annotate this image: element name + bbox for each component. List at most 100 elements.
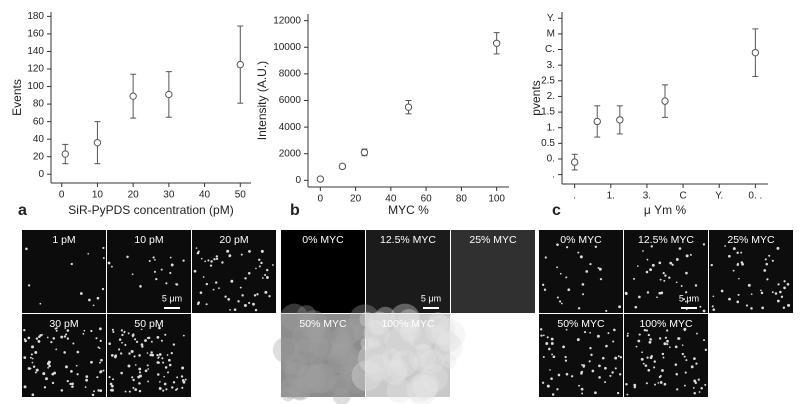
spot	[740, 251, 743, 254]
spot	[637, 265, 639, 267]
spot	[63, 335, 67, 338]
texture	[375, 306, 396, 328]
spot	[118, 338, 122, 341]
texture	[352, 323, 370, 341]
spot	[60, 335, 64, 339]
spot	[166, 354, 169, 356]
spot	[48, 364, 51, 368]
micrograph	[281, 314, 365, 397]
spot	[728, 254, 731, 258]
spot	[107, 261, 111, 265]
spot	[25, 247, 28, 251]
spot	[678, 247, 682, 250]
spot	[112, 330, 115, 333]
texture	[280, 386, 296, 402]
spot	[153, 270, 156, 273]
spot	[35, 337, 39, 340]
spot	[210, 260, 213, 263]
spot	[542, 355, 545, 358]
texture	[296, 305, 317, 325]
spot	[37, 339, 41, 343]
spot	[23, 385, 27, 389]
tile-label: 12.5% MYC	[380, 234, 436, 246]
texture	[420, 364, 448, 392]
spot	[180, 375, 184, 378]
spot	[31, 357, 34, 360]
panel-label: a	[18, 202, 27, 219]
micrograph	[22, 314, 106, 397]
spot	[170, 263, 174, 267]
spot	[41, 334, 43, 336]
texture	[390, 350, 418, 377]
tile-label: 50% MYC	[557, 318, 605, 330]
spot	[102, 246, 105, 250]
spot	[165, 388, 168, 391]
spot	[90, 360, 93, 364]
spot	[589, 346, 592, 350]
spot	[549, 369, 551, 371]
spot	[577, 251, 580, 254]
spot	[556, 296, 559, 299]
x-tick-label: 60	[421, 194, 433, 205]
spot	[576, 338, 580, 342]
tile-label: 100% MYC	[381, 318, 435, 330]
spot	[556, 243, 559, 247]
spot	[633, 277, 636, 280]
spot	[254, 308, 258, 312]
spot	[562, 345, 565, 349]
spot	[181, 386, 184, 389]
spot	[182, 380, 186, 384]
spot	[243, 304, 247, 307]
spot	[732, 269, 735, 272]
spot	[649, 268, 653, 272]
spot	[138, 354, 141, 357]
spot	[52, 337, 56, 340]
spot	[248, 250, 251, 253]
y-axis-label: Intensity (A.U.)	[255, 61, 269, 140]
spot	[779, 290, 782, 294]
texture	[329, 339, 355, 365]
spot	[110, 354, 114, 357]
tile-label: 12.5% MYC	[638, 234, 694, 246]
spot	[228, 255, 231, 258]
spot	[645, 270, 649, 274]
spot	[260, 249, 264, 253]
spot	[647, 368, 651, 372]
texture	[425, 315, 455, 345]
spot	[601, 356, 605, 360]
spot	[597, 266, 600, 269]
y-tick-label: 1.5	[541, 107, 555, 118]
spot	[88, 298, 91, 302]
y-tick-label: Y.	[547, 13, 555, 24]
x-tick-label: 20	[350, 194, 362, 205]
texture	[293, 338, 319, 364]
spot	[229, 308, 231, 311]
spot	[66, 329, 70, 332]
texture	[433, 318, 466, 351]
y-tick-label: 4000	[279, 122, 302, 133]
spot	[172, 343, 176, 346]
texture	[284, 361, 309, 386]
data-point	[236, 60, 244, 69]
texture	[434, 333, 463, 362]
spot	[656, 296, 658, 299]
texture	[298, 364, 322, 388]
spot	[539, 328, 543, 331]
y-tick-label: 0.	[547, 154, 555, 165]
spot	[638, 333, 641, 336]
spot	[34, 350, 38, 354]
spot	[152, 256, 155, 259]
spot	[594, 391, 597, 395]
spot	[659, 278, 662, 281]
texture	[420, 349, 444, 374]
spot	[147, 380, 150, 383]
texture	[328, 327, 350, 349]
spot	[35, 368, 39, 372]
texture	[399, 320, 421, 343]
spot	[265, 276, 269, 279]
x-tick-label: 50	[235, 190, 247, 201]
spot	[195, 247, 198, 249]
spot	[745, 304, 749, 307]
texture	[386, 378, 412, 404]
